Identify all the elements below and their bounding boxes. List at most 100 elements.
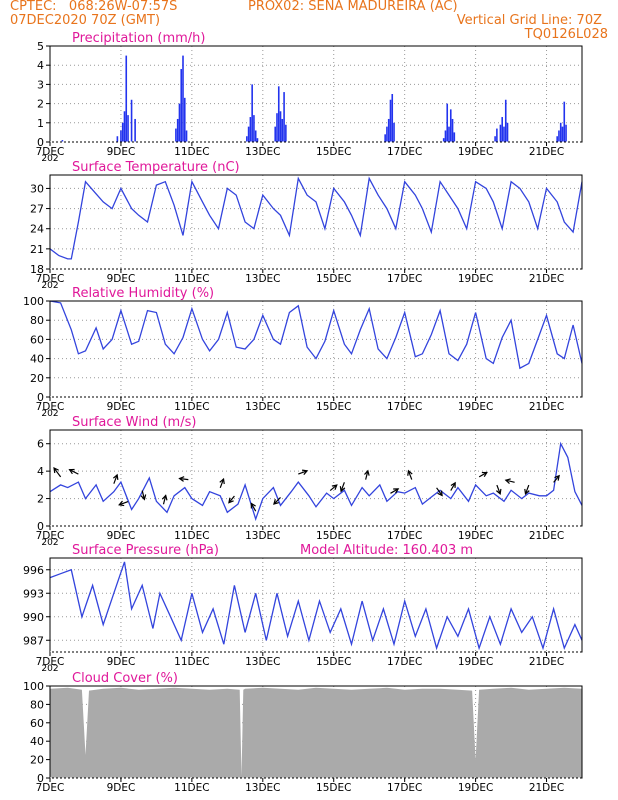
precip-bar xyxy=(185,130,188,142)
y-tick-label: 996 xyxy=(23,564,44,577)
y-tick-label: 100 xyxy=(23,295,44,308)
y-tick-label: 27 xyxy=(30,203,44,216)
precip-bar xyxy=(558,130,560,142)
precip-bar xyxy=(180,69,183,142)
wind-arrow-head xyxy=(450,481,456,488)
precip-bar xyxy=(182,55,184,142)
series-line xyxy=(49,300,583,370)
precip-bar xyxy=(386,126,388,142)
wind-arrow xyxy=(250,503,257,512)
wind-arrow xyxy=(162,495,167,505)
precip-bar xyxy=(494,136,496,142)
panel-6: 0 20 40 60 80 100 7DEC 9DEC 11DEC 13DEC 15DEC 17DEC… xyxy=(23,671,583,794)
y-tick-label: 20 xyxy=(30,754,44,767)
precip-bar xyxy=(503,126,505,142)
x-year-label: 202 xyxy=(41,664,58,674)
precip-bar xyxy=(496,128,498,142)
header-station: CPTEC: 068:26W-07:57S xyxy=(10,0,178,14)
y-tick-label: 80 xyxy=(30,698,44,711)
x-tick-label: 13DEC xyxy=(245,146,280,158)
x-tick-label: 17DEC xyxy=(387,530,422,542)
precip-bar xyxy=(120,130,122,142)
wind-arrow-head xyxy=(339,486,346,493)
precip-bar xyxy=(281,118,284,142)
x-tick-label: 19DEC xyxy=(458,656,493,668)
wind-arrow-head xyxy=(524,488,530,496)
wind-arrow-head xyxy=(53,467,59,474)
wind-arrow xyxy=(340,482,345,492)
wind-arrow-head xyxy=(364,469,370,476)
precip-bar xyxy=(448,126,450,142)
x-tick-label: 15DEC xyxy=(316,530,351,542)
wind-arrow-head xyxy=(68,468,75,475)
x-tick-label: 9DEC xyxy=(107,530,136,542)
precip-bar xyxy=(116,136,119,142)
wind-arrow-head xyxy=(437,490,443,497)
precip-bar xyxy=(276,113,278,142)
x-tick-label: 21DEC xyxy=(529,530,564,542)
wind-arrow-head xyxy=(219,477,225,485)
precip-bar xyxy=(249,117,252,142)
y-tick-label: 6 xyxy=(37,438,44,451)
header-grid-note: Vertical Grid Line: 70Z xyxy=(456,13,602,28)
y-tick-label: 0 xyxy=(37,772,44,785)
series-line xyxy=(49,561,583,651)
panel-title: Surface Wind (m/s) xyxy=(72,415,196,430)
x-tick-label: 19DEC xyxy=(458,530,493,542)
y-tick-label: 21 xyxy=(30,243,44,256)
y-tick-label: 987 xyxy=(23,634,44,647)
y-tick-label: 60 xyxy=(30,333,44,346)
precip-bar xyxy=(565,124,567,142)
precip-bar xyxy=(506,122,509,142)
precip-bar xyxy=(563,101,566,142)
precip-bar xyxy=(127,115,129,142)
wind-arrow xyxy=(69,469,79,475)
x-tick-label: 15DEC xyxy=(316,401,351,413)
x-tick-label: 19DEC xyxy=(458,273,493,285)
precip-bar xyxy=(501,117,503,142)
y-tick-label: 2 xyxy=(37,493,44,506)
x-tick-label: 7DEC xyxy=(36,530,65,542)
precip-bar xyxy=(175,128,177,142)
panel-3: 0 20 40 60 80 100 7DEC 9DEC 11DEC 13DEC 15DEC 17DEC… xyxy=(23,286,583,419)
y-tick-label: 100 xyxy=(23,680,44,693)
panel-title: Cloud Cover (%) xyxy=(72,671,178,686)
precip-bar xyxy=(123,111,126,142)
y-tick-label: 0 xyxy=(37,136,44,149)
x-tick-label: 11DEC xyxy=(174,401,209,413)
wind-arrow-head xyxy=(112,473,119,480)
precip-bar xyxy=(444,130,447,142)
precip-bar xyxy=(279,111,282,142)
wind-arrow-head xyxy=(178,476,185,482)
precip-bar xyxy=(277,86,280,142)
x-tick-label: 11DEC xyxy=(174,782,209,794)
x-year-label: 202 xyxy=(41,154,58,164)
x-tick-label: 9DEC xyxy=(107,146,136,158)
header-date: 07DEC2020 70Z (GMT) xyxy=(10,13,161,28)
plot-frame xyxy=(49,429,583,527)
wind-arrow xyxy=(141,490,145,500)
x-tick-label: 7DEC xyxy=(36,273,65,285)
header-location: PROX02: SENA MADUREIRA (AC) xyxy=(248,0,458,14)
y-tick-label: 0 xyxy=(37,391,44,404)
precip-bar xyxy=(389,99,392,142)
wind-arrow-head xyxy=(118,500,125,507)
precip-bar xyxy=(442,138,445,142)
x-tick-label: 17DEC xyxy=(387,656,422,668)
wind-arrow-head xyxy=(481,471,488,478)
wind-arrow-head xyxy=(496,488,502,496)
wind-arrow-head xyxy=(504,478,511,484)
x-year-label: 202 xyxy=(41,281,58,291)
y-tick-label: 30 xyxy=(30,182,44,195)
x-tick-label: 9DEC xyxy=(107,401,136,413)
x-tick-label: 11DEC xyxy=(174,656,209,668)
precip-bar xyxy=(247,126,250,142)
y-tick-label: 0 xyxy=(37,520,44,533)
precip-bar xyxy=(285,124,287,142)
wind-arrow xyxy=(273,497,281,505)
wind-arrow xyxy=(365,470,369,480)
precip-bar xyxy=(253,115,255,142)
plot-frame xyxy=(49,300,583,398)
panel-4: 0 2 4 6 7DEC 9DEC 11DEC 13DEC 15DEC 17DEC 19DEC 21D… xyxy=(36,415,583,548)
series-line xyxy=(49,176,583,260)
